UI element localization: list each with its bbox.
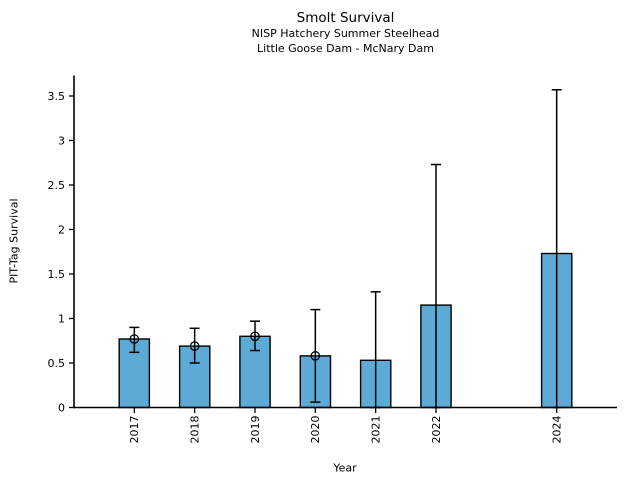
y-tick-label-2: 2 xyxy=(58,223,65,236)
x-tick-label-2020: 2020 xyxy=(309,416,322,444)
y-tick-label-1: 1 xyxy=(58,312,65,325)
title-block: Smolt Survival NISP Hatchery Summer Stee… xyxy=(74,10,617,56)
point-marker-2017 xyxy=(129,334,140,344)
chart-subtitle-line1: NISP Hatchery Summer Steelhead xyxy=(251,27,440,40)
x-axis-label: Year xyxy=(333,461,357,475)
x-tick-label-2022: 2022 xyxy=(430,416,443,444)
x-tick-label-2019: 2019 xyxy=(249,416,262,444)
y-tick-label-3.5: 3.5 xyxy=(48,90,66,103)
x-tick-label-2024: 2024 xyxy=(551,416,564,444)
x-tick-label-2017: 2017 xyxy=(128,416,141,444)
x-tick-label-2021: 2021 xyxy=(370,416,383,444)
chart-title: Smolt Survival xyxy=(296,10,395,26)
y-tick-label-2.5: 2.5 xyxy=(48,179,66,192)
point-marker-2019 xyxy=(250,331,260,342)
x-tick-label-2018: 2018 xyxy=(189,416,202,444)
point-marker-2018 xyxy=(189,341,200,351)
y-tick-label-0: 0 xyxy=(58,401,65,414)
chart-subtitle-line2: Little Goose Dam - McNary Dam xyxy=(257,41,434,55)
y-tick-label-0.5: 0.5 xyxy=(48,357,66,370)
point-marker-2020 xyxy=(310,351,321,361)
y-tick-label-1.5: 1.5 xyxy=(48,268,66,281)
y-tick-label-3: 3 xyxy=(58,134,65,147)
